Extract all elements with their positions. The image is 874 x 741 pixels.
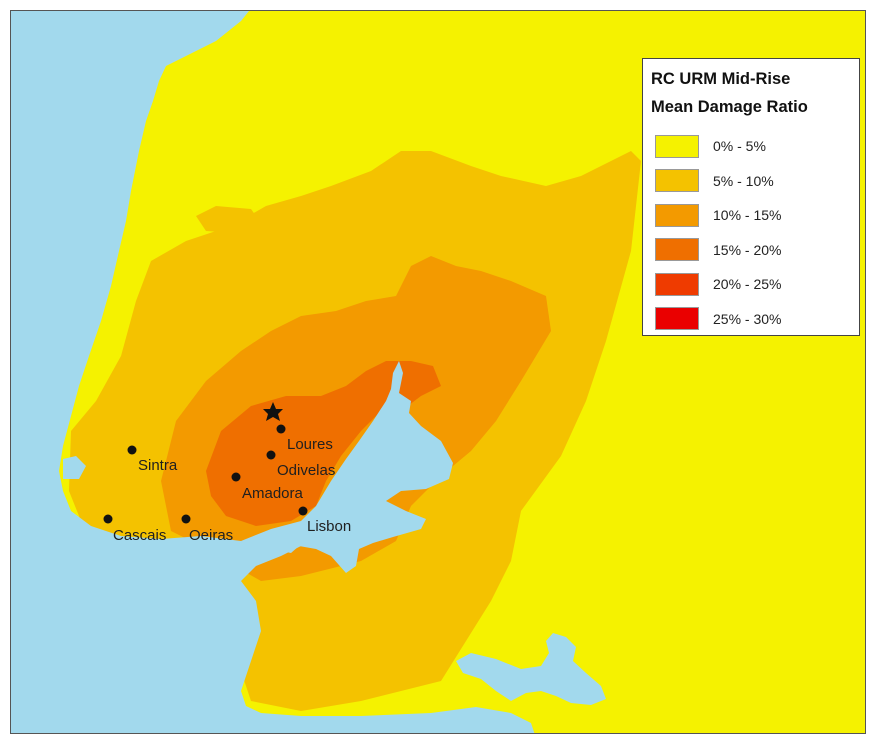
tagus-estuary [241, 361, 453, 573]
city-dot-odivelas [266, 450, 276, 460]
legend-label: 25% - 30% [713, 310, 782, 327]
city-label-amadora: Amadora [242, 485, 304, 502]
city-label-odivelas: Odivelas [277, 462, 335, 479]
legend-label: 0% - 5% [713, 138, 766, 155]
legend-swatch [655, 272, 699, 296]
legend-item: 15% - 20% [643, 233, 859, 268]
legend-title: RC URM Mid-Rise [651, 70, 791, 88]
legend-label: 10% - 15% [713, 207, 782, 224]
legend-swatch [655, 134, 699, 158]
legend-item: 10% - 15% [643, 198, 859, 233]
legend-swatch [655, 203, 699, 227]
city-dot-sintra [127, 445, 137, 455]
legend-item: 5% - 10% [643, 164, 859, 199]
legend-item: 20% - 25% [643, 267, 859, 302]
city-dot-lisbon [298, 506, 308, 516]
legend-label: 15% - 20% [713, 241, 782, 258]
legend-swatch [655, 307, 699, 331]
city-label-lisbon: Lisbon [307, 518, 351, 535]
atlantic-ocean [11, 11, 535, 733]
legend-items: 0% - 5% 5% - 10% 10% - 15% 15% - 20% 20%… [643, 129, 859, 336]
legend-subtitle: Mean Damage Ratio [651, 98, 808, 116]
city-dot-loures [276, 424, 286, 434]
legend-item: 25% - 30% [643, 302, 859, 337]
legend-item: 0% - 5% [643, 129, 859, 164]
damage-map: Sintra Loures Odivelas Amadora Lisbon Ca… [10, 10, 866, 734]
zone-5-10-north [196, 206, 261, 233]
city-dot-cascais [103, 514, 113, 524]
city-label-sintra: Sintra [138, 457, 178, 474]
sintra-inlet [63, 456, 86, 479]
legend-swatch [655, 238, 699, 262]
city-label-loures: Loures [287, 436, 333, 453]
legend-label: 5% - 10% [713, 172, 774, 189]
city-label-cascais: Cascais [113, 527, 166, 544]
star-icon [263, 402, 283, 421]
legend: RC URM Mid-Rise Mean Damage Ratio 0% - 5… [642, 58, 860, 336]
city-label-oeiras: Oeiras [189, 527, 233, 544]
legend-label: 20% - 25% [713, 276, 782, 293]
zone-15-20 [206, 361, 441, 526]
legend-swatch [655, 169, 699, 193]
sado-estuary [456, 633, 606, 705]
city-dot-oeiras [181, 514, 191, 524]
city-dot-amadora [231, 472, 241, 482]
